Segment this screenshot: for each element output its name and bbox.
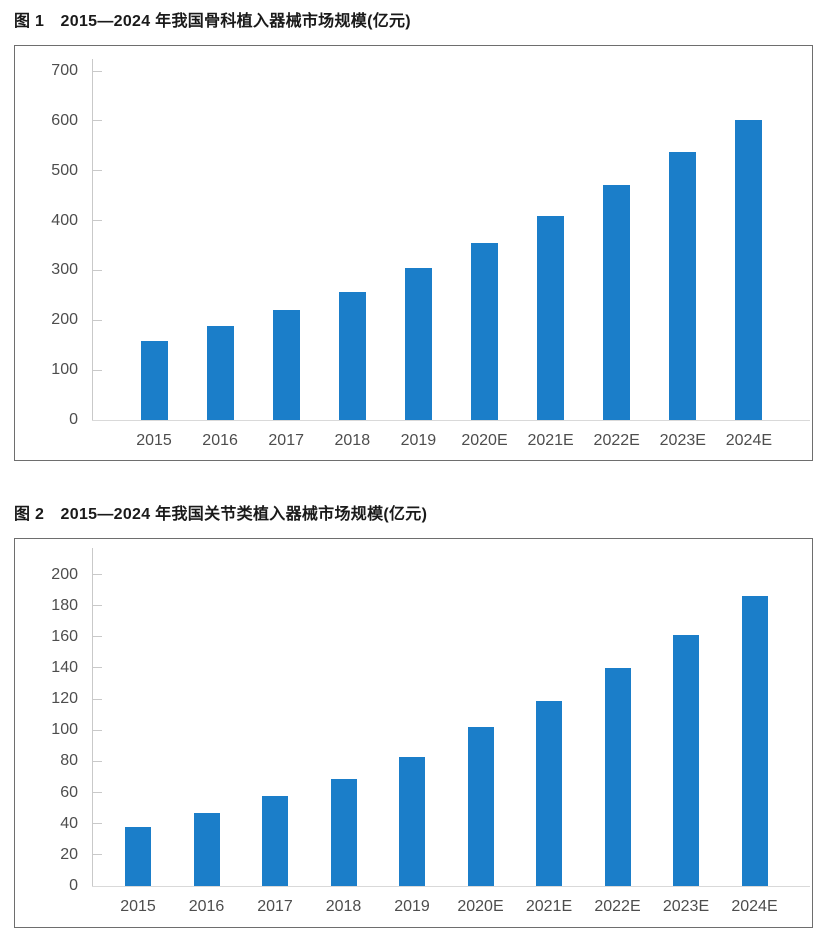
figure-1: 图 1 2015—2024 年我国骨科植入器械市场规模(亿元) 0 100 200 3… [14,11,813,461]
x-axis-label-2024E: 2024E [725,432,773,449]
bar-2015 [125,827,151,886]
x-axis-label-2017: 2017 [257,898,293,915]
y-axis-tick-label: 180 [51,596,78,614]
y-axis-tick [93,369,102,371]
y-axis-tick [93,698,102,700]
x-axis-label-2019: 2019 [394,898,430,915]
y-axis-tick [93,792,102,794]
x-axis-label-2020E: 2020E [461,432,508,449]
y-axis-tick-label: 20 [60,845,78,863]
bar-2022E [603,185,631,420]
x-axis-label-2020E: 2020E [457,898,504,915]
y-axis-tick [93,220,102,222]
y-axis-tick-label: 300 [51,261,78,279]
bar-2024E [741,596,768,886]
y-axis-tick [93,729,102,731]
y-axis-tick-label: 500 [51,161,78,179]
y-axis-tick [93,854,102,856]
y-axis-tick-label: 200 [51,565,78,583]
bar-2021E [536,701,562,886]
y-axis-line [92,59,93,420]
bar-2021E [537,216,565,420]
x-axis-label-2022E: 2022E [594,898,641,915]
bar-2020E [471,243,498,420]
y-axis-tick [93,636,102,638]
bar-2019 [399,757,425,886]
y-axis-tick [93,170,102,172]
x-axis-label-2018: 2018 [325,898,362,915]
x-axis-label-2016: 2016 [202,432,238,449]
bar-2019 [404,268,432,420]
bar-2022E [604,668,631,886]
y-axis-tick [93,823,102,825]
y-axis-tick-label: 60 [60,783,78,801]
bar-2016 [193,813,220,886]
x-axis-line [92,420,810,421]
bar-2020E [467,727,494,886]
x-axis-label-2019: 2019 [400,432,437,449]
y-axis-tick-label: 80 [60,752,78,770]
y-axis-tick-label: 0 [69,877,78,894]
figure-2-bar-chart: 0 20 40 60 80 100 120 140 160 180 200 2015 2016 2017 2… [14,538,813,928]
y-axis-tick-label: 40 [60,814,78,832]
y-axis-tick [93,269,102,271]
y-axis-tick-label: 400 [51,211,78,229]
bar-2017 [262,796,288,886]
y-axis-tick-label: 100 [51,721,78,739]
figure-1-title: 图 1 2015—2024 年我国骨科植入器械市场规模(亿元) [14,13,411,30]
figure-2-title: 图 2 2015—2024 年我国关节类植入器械市场规模(亿元) [14,506,428,523]
x-axis-label-2021E: 2021E [525,898,573,915]
x-axis-label-2015: 2015 [120,898,156,915]
y-axis-tick [93,120,102,122]
x-axis-label-2023E: 2023E [662,898,710,915]
x-axis-label-2015: 2015 [136,432,172,449]
y-axis-tick [93,667,102,669]
y-axis-tick-label: 120 [51,690,78,708]
x-axis-label-2018: 2018 [334,432,371,449]
figure-2: 图 2 2015—2024 年我国关节类植入器械市场规模(亿元) 0 20 40 60… [14,504,813,928]
y-axis-tick-label: 140 [51,658,78,676]
figure-1-bar-chart: 0 100 200 300 400 500 600 700 2015 2016 2017 2018 20… [14,45,813,461]
y-axis-tick [93,605,102,607]
bar-2024E [735,120,763,420]
bar-2015 [140,341,168,420]
y-axis-line [92,548,93,886]
x-axis-label-2017: 2017 [268,432,304,449]
y-axis-tick-label: 0 [69,411,78,428]
x-axis-label-2024E: 2024E [731,898,778,915]
bar-2018 [330,779,357,886]
y-axis-tick [93,319,102,321]
x-axis-label-2022E: 2022E [593,432,640,449]
y-axis-tick [93,760,102,762]
y-axis-tick-label: 100 [51,361,78,379]
bar-2018 [338,292,366,420]
x-axis-label-2021E: 2021E [527,432,574,449]
bar-2017 [272,310,300,420]
bar-2023E [673,635,699,886]
y-axis-tick [93,574,102,575]
bar-2023E [669,152,697,420]
y-axis-tick-label: 200 [51,311,78,329]
x-axis-line [92,886,810,887]
y-axis-tick-label: 160 [51,627,78,645]
y-axis-tick-label: 700 [51,62,78,79]
y-axis-tick [93,70,102,72]
bar-2016 [206,326,234,420]
x-axis-label-2016: 2016 [188,898,225,915]
y-axis-tick-label: 600 [51,111,78,129]
x-axis-label-2023E: 2023E [659,432,706,449]
